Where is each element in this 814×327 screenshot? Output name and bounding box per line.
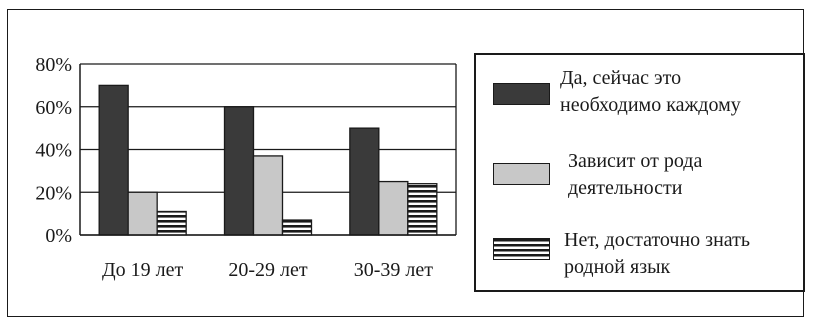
bar-series-3-cat-2 <box>281 219 313 236</box>
bar-series-1-cat-2 <box>223 106 255 236</box>
y-tick-labels: 0% 20% 40% 60% 80% <box>35 54 72 247</box>
bars <box>98 84 438 236</box>
bar-series-2-cat-2 <box>252 155 284 236</box>
y-tick-label-1: 20% <box>35 182 72 204</box>
legend-swatch-series-1 <box>493 83 550 105</box>
axes <box>79 64 457 236</box>
bar-series-3-cat-3 <box>407 183 438 236</box>
x-category-label-1: До 19 лет <box>102 259 184 281</box>
legend-swatch-series-3 <box>493 238 550 260</box>
legend-label-series-2: Зависит от рода деятельности <box>568 150 703 199</box>
bar-series-1-cat-1 <box>98 84 129 236</box>
legend-label-series-3: Нет, достаточно знать родной язык <box>564 229 750 278</box>
bar-series-1-cat-3 <box>349 127 380 236</box>
bar-series-2-cat-3 <box>378 180 409 236</box>
legend-swatch-series-2 <box>493 163 550 185</box>
legend-label-series-1: Да, сейчас это необходимо каждому <box>560 67 741 116</box>
y-tick-label-2: 40% <box>35 140 72 162</box>
x-category-labels: До 19 лет 20-29 лет 30-39 лет <box>102 259 433 281</box>
bar-series-2-cat-1 <box>127 191 158 236</box>
y-tick-label-4: 80% <box>35 54 72 76</box>
x-category-label-3: 30-39 лет <box>354 259 434 281</box>
y-tick-label-0: 0% <box>45 225 72 247</box>
x-category-label-2: 20-29 лет <box>228 259 308 281</box>
legend: Да, сейчас это необходимо каждому Зависи… <box>474 53 805 292</box>
bar-series-3-cat-1 <box>156 210 187 236</box>
y-tick-label-3: 60% <box>35 97 72 119</box>
